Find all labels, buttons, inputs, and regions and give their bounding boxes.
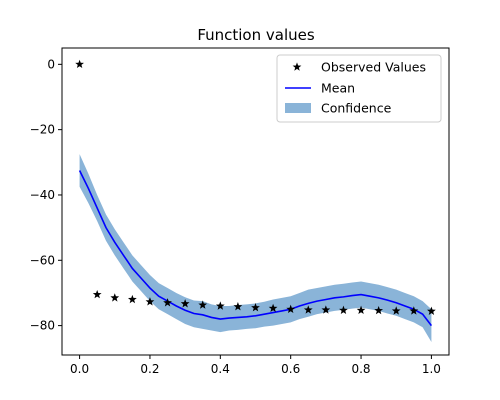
legend-label: Observed Values: [321, 60, 426, 75]
plot-frame: [61, 47, 450, 356]
observed-point: [268, 303, 278, 313]
observed-point: [75, 59, 84, 69]
observed-point: [145, 297, 155, 306]
observed-point: [286, 304, 296, 313]
axes: 0.0 0.2 0.4 0.6 0.8 1.0 0 −20 −40 −60 −80: [30, 57, 441, 376]
x-tick-label: 0.6: [281, 362, 300, 376]
observed-point: [303, 305, 313, 314]
observed-point: [215, 301, 225, 310]
plot-area: [75, 59, 436, 342]
observed-point: [409, 306, 419, 315]
observed-point: [339, 305, 348, 314]
observed-point: [251, 303, 260, 312]
observed-point: [92, 289, 102, 299]
observed-point: [356, 305, 366, 314]
legend-label: Confidence: [321, 101, 392, 116]
y-tick-label: −80: [30, 319, 55, 333]
x-tick-label: 0.4: [211, 362, 230, 376]
legend-box: [276, 54, 442, 123]
observed-point: [427, 306, 436, 315]
legend: Observed Values Mean Confidence: [276, 54, 442, 123]
chart-title: Function values: [197, 26, 315, 44]
observed-point: [180, 299, 190, 308]
x-tick-label: 0.0: [70, 362, 89, 376]
y-tick-label: −40: [30, 188, 55, 202]
y-tick-label: −60: [30, 253, 55, 267]
observed-point: [374, 305, 384, 315]
observed-point: [110, 293, 120, 302]
observed-point: [391, 306, 401, 315]
confidence-band: [79, 154, 432, 342]
observed-point: [163, 298, 172, 307]
y-tick-label: −20: [30, 123, 55, 137]
observed-point: [127, 294, 137, 304]
x-tick-label: 0.2: [140, 362, 159, 376]
observed-point: [233, 302, 243, 311]
legend-star-icon: [292, 62, 302, 71]
x-tick-label: 1.0: [422, 362, 441, 376]
x-tick-label: 0.8: [351, 362, 370, 376]
mean-line: [78, 170, 433, 327]
legend-label: Mean: [321, 81, 355, 96]
legend-confidence-swatch: [285, 103, 311, 113]
y-tick-label: 0: [47, 57, 55, 71]
observed-point: [198, 300, 208, 309]
observed-point: [321, 305, 331, 314]
